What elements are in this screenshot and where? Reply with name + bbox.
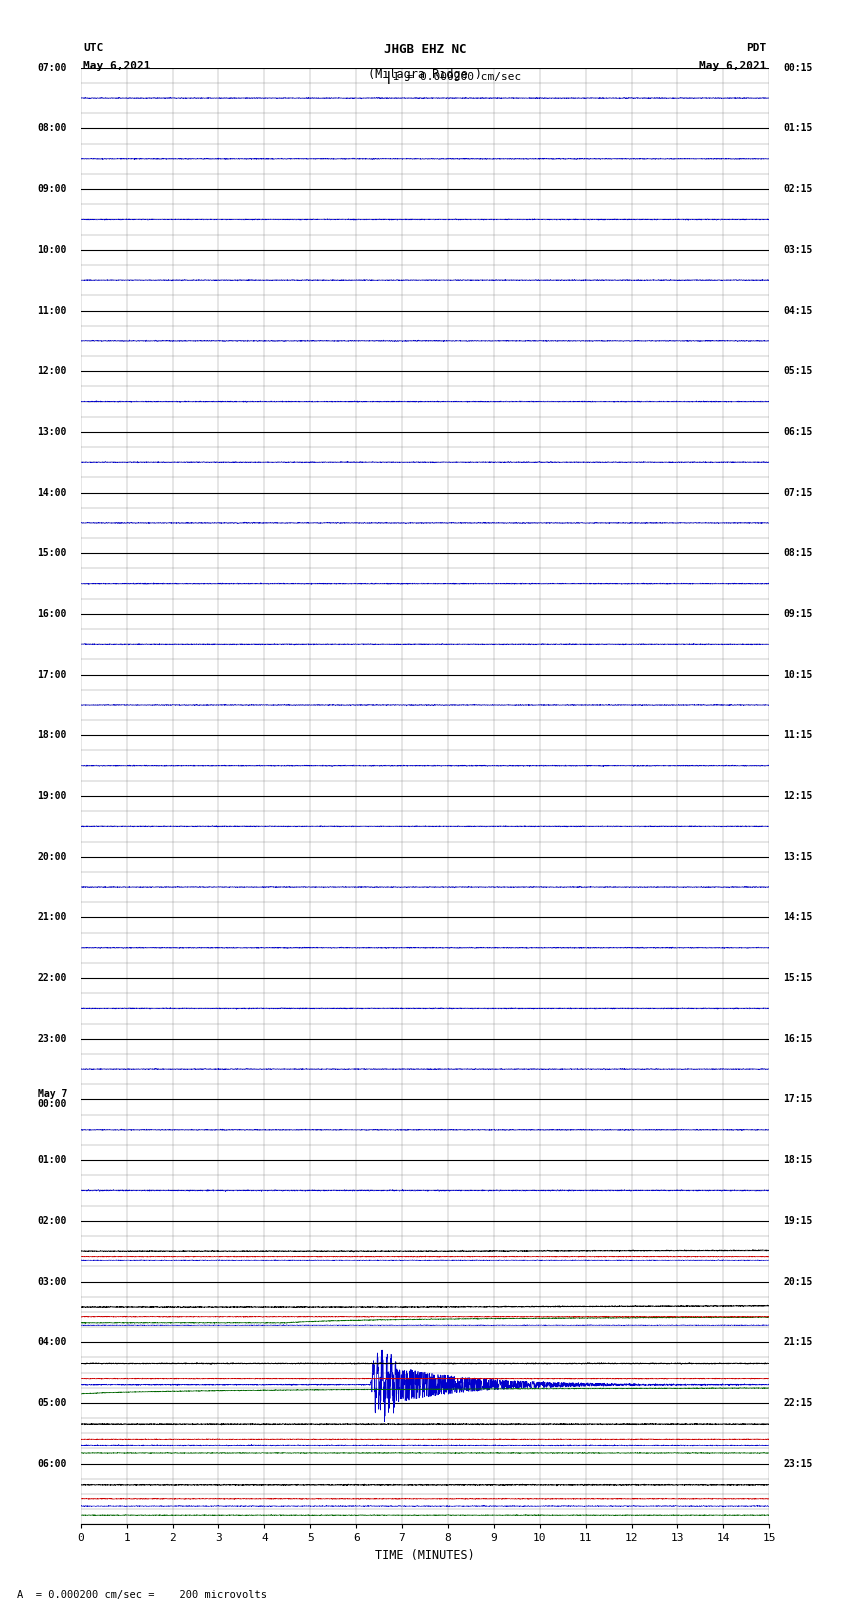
Text: May 6,2021: May 6,2021 [700, 61, 767, 71]
Text: 09:15: 09:15 [783, 610, 813, 619]
Text: 10:15: 10:15 [783, 669, 813, 679]
Text: 21:00: 21:00 [37, 913, 67, 923]
Text: 14:00: 14:00 [37, 487, 67, 497]
Text: 08:15: 08:15 [783, 548, 813, 558]
X-axis label: TIME (MINUTES): TIME (MINUTES) [375, 1548, 475, 1561]
Text: 10:00: 10:00 [37, 245, 67, 255]
Text: 08:00: 08:00 [37, 124, 67, 134]
Text: 18:00: 18:00 [37, 731, 67, 740]
Text: 17:00: 17:00 [37, 669, 67, 679]
Text: 03:00: 03:00 [37, 1276, 67, 1287]
Text: 15:00: 15:00 [37, 548, 67, 558]
Text: 06:00: 06:00 [37, 1458, 67, 1468]
Text: 13:00: 13:00 [37, 427, 67, 437]
Text: 01:00: 01:00 [37, 1155, 67, 1165]
Text: 03:15: 03:15 [783, 245, 813, 255]
Text: 02:00: 02:00 [37, 1216, 67, 1226]
Text: 13:15: 13:15 [783, 852, 813, 861]
Text: 07:15: 07:15 [783, 487, 813, 497]
Text: 19:00: 19:00 [37, 790, 67, 802]
Text: 12:00: 12:00 [37, 366, 67, 376]
Text: A  = 0.000200 cm/sec =    200 microvolts: A = 0.000200 cm/sec = 200 microvolts [17, 1590, 267, 1600]
Text: May 6,2021: May 6,2021 [83, 61, 150, 71]
Text: 05:00: 05:00 [37, 1398, 67, 1408]
Text: 20:15: 20:15 [783, 1276, 813, 1287]
Text: 17:15: 17:15 [783, 1095, 813, 1105]
Text: 22:15: 22:15 [783, 1398, 813, 1408]
Text: I = 0.000200 cm/sec: I = 0.000200 cm/sec [393, 73, 521, 82]
Text: 05:15: 05:15 [783, 366, 813, 376]
Text: (Milagra Ridge ): (Milagra Ridge ) [368, 68, 482, 81]
Text: UTC: UTC [83, 44, 104, 53]
Text: 16:00: 16:00 [37, 610, 67, 619]
Text: 04:15: 04:15 [783, 305, 813, 316]
Text: 16:15: 16:15 [783, 1034, 813, 1044]
Text: 11:00: 11:00 [37, 305, 67, 316]
Text: 21:15: 21:15 [783, 1337, 813, 1347]
Text: 22:00: 22:00 [37, 973, 67, 982]
Text: 15:15: 15:15 [783, 973, 813, 982]
Text: 06:15: 06:15 [783, 427, 813, 437]
Text: 11:15: 11:15 [783, 731, 813, 740]
Text: |: | [385, 71, 392, 84]
Text: 23:15: 23:15 [783, 1458, 813, 1468]
Text: 02:15: 02:15 [783, 184, 813, 194]
Text: 09:00: 09:00 [37, 184, 67, 194]
Text: 01:15: 01:15 [783, 124, 813, 134]
Text: 00:00: 00:00 [37, 1100, 67, 1110]
Text: 14:15: 14:15 [783, 913, 813, 923]
Text: 07:00: 07:00 [37, 63, 67, 73]
Text: 18:15: 18:15 [783, 1155, 813, 1165]
Text: 04:00: 04:00 [37, 1337, 67, 1347]
Text: 19:15: 19:15 [783, 1216, 813, 1226]
Text: 00:15: 00:15 [783, 63, 813, 73]
Text: PDT: PDT [746, 44, 767, 53]
Text: 23:00: 23:00 [37, 1034, 67, 1044]
Text: JHGB EHZ NC: JHGB EHZ NC [383, 44, 467, 56]
Text: 20:00: 20:00 [37, 852, 67, 861]
Text: 12:15: 12:15 [783, 790, 813, 802]
Text: May 7: May 7 [37, 1089, 67, 1100]
